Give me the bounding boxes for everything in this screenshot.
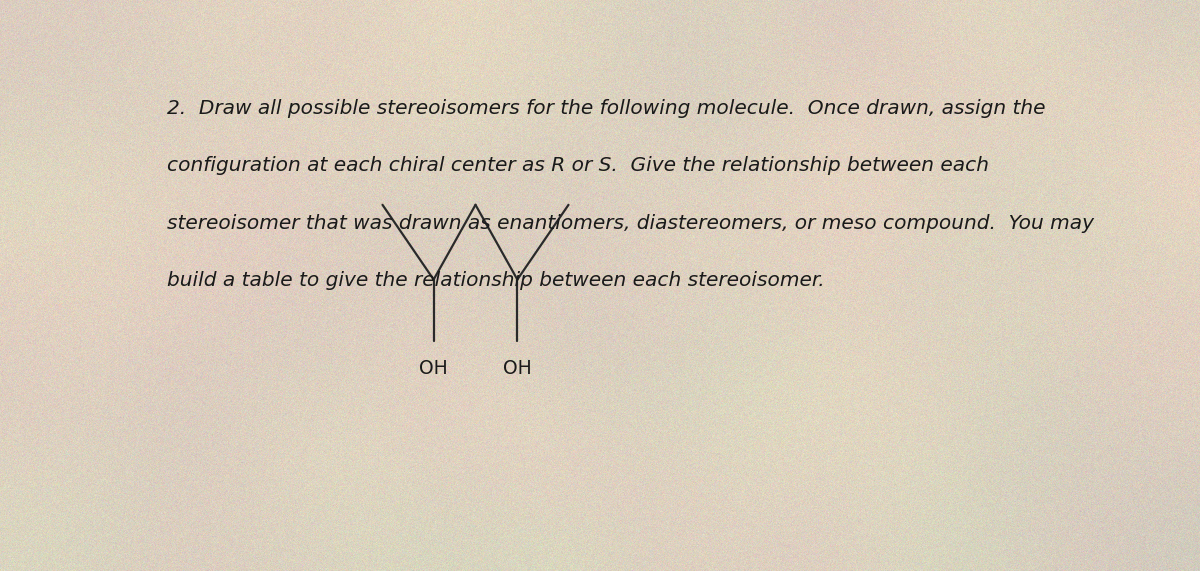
Text: build a table to give the relationship between each stereoisomer.: build a table to give the relationship b… — [167, 271, 824, 289]
Text: 2.  Draw all possible stereoisomers for the following molecule.  Once drawn, ass: 2. Draw all possible stereoisomers for t… — [167, 99, 1045, 118]
Text: OH: OH — [419, 359, 448, 377]
Text: configuration at each chiral center as R or S.  Give the relationship between ea: configuration at each chiral center as R… — [167, 156, 989, 175]
Text: stereoisomer that was drawn as enantiomers, diastereomers, or meso compound.  Yo: stereoisomer that was drawn as enantiome… — [167, 214, 1093, 232]
Text: OH: OH — [503, 359, 532, 377]
